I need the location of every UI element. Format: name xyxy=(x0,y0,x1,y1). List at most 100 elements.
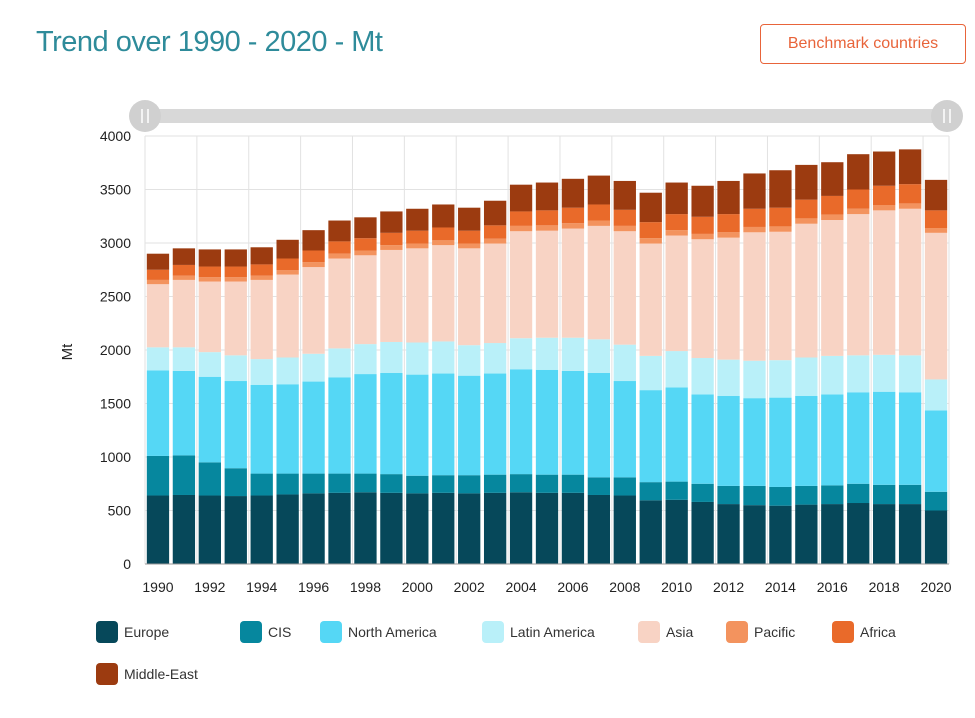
bar-segment-africa[interactable] xyxy=(639,222,662,239)
bar-segment-cis[interactable] xyxy=(432,475,455,493)
bar-segment-europe[interactable] xyxy=(458,493,481,564)
bar-segment-cis[interactable] xyxy=(873,484,896,505)
legend-item-north-america[interactable]: North America xyxy=(320,620,437,644)
slider-handle-start[interactable] xyxy=(129,100,161,132)
bar-segment-pacific[interactable] xyxy=(743,226,766,233)
bar-segment-middle-east[interactable] xyxy=(250,247,273,265)
bar-segment-cis[interactable] xyxy=(172,455,196,495)
bar-segment-cis[interactable] xyxy=(224,468,247,497)
bar-segment-middle-east[interactable] xyxy=(535,182,559,211)
bar-segment-north-america[interactable] xyxy=(821,394,844,486)
bar-segment-africa[interactable] xyxy=(535,210,559,226)
bar-segment-asia[interactable] xyxy=(509,231,533,339)
bar-segment-latin-america[interactable] xyxy=(509,338,533,370)
bar-segment-north-america[interactable] xyxy=(354,374,377,474)
bar-segment-middle-east[interactable] xyxy=(146,253,170,270)
bar-segment-latin-america[interactable] xyxy=(717,359,740,397)
bar-segment-cis[interactable] xyxy=(276,473,299,495)
bar-segment-pacific[interactable] xyxy=(380,245,403,250)
bar-segment-cis[interactable] xyxy=(743,485,766,506)
bar-segment-pacific[interactable] xyxy=(172,275,196,280)
bar-segment-middle-east[interactable] xyxy=(302,230,325,251)
bar-segment-latin-america[interactable] xyxy=(406,342,429,375)
bar-segment-north-america[interactable] xyxy=(898,392,922,485)
bar-segment-north-america[interactable] xyxy=(172,370,196,456)
bar-segment-latin-america[interactable] xyxy=(224,355,247,382)
bar-segment-cis[interactable] xyxy=(302,473,325,494)
bar-segment-asia[interactable] xyxy=(458,248,481,346)
bar-segment-pacific[interactable] xyxy=(198,277,221,282)
bar-segment-pacific[interactable] xyxy=(509,225,533,232)
bar-segment-latin-america[interactable] xyxy=(483,343,507,374)
bar-segment-middle-east[interactable] xyxy=(198,249,221,267)
bar-segment-pacific[interactable] xyxy=(224,277,247,282)
bar-segment-cis[interactable] xyxy=(250,473,273,496)
bar-segment-latin-america[interactable] xyxy=(639,355,662,391)
legend-item-europe[interactable]: Europe xyxy=(96,620,169,644)
bar-segment-africa[interactable] xyxy=(250,264,273,276)
bar-segment-europe[interactable] xyxy=(509,492,533,564)
bar-segment-europe[interactable] xyxy=(302,493,325,564)
bar-segment-asia[interactable] xyxy=(535,230,559,338)
bar-segment-europe[interactable] xyxy=(717,504,740,564)
bar-segment-africa[interactable] xyxy=(561,207,585,224)
bar-segment-asia[interactable] xyxy=(587,225,611,340)
bar-segment-asia[interactable] xyxy=(847,214,870,356)
bar-segment-cis[interactable] xyxy=(587,477,611,495)
bar-segment-cis[interactable] xyxy=(821,485,844,505)
bar-segment-cis[interactable] xyxy=(354,473,377,493)
bar-segment-cis[interactable] xyxy=(328,473,351,493)
legend-item-pacific[interactable]: Pacific xyxy=(726,620,795,644)
bar-segment-north-america[interactable] xyxy=(458,375,481,476)
bar-segment-north-america[interactable] xyxy=(795,396,818,486)
bar-segment-pacific[interactable] xyxy=(795,218,818,224)
legend-item-cis[interactable]: CIS xyxy=(240,620,291,644)
bar-segment-africa[interactable] xyxy=(847,189,870,209)
bar-segment-asia[interactable] xyxy=(198,281,221,353)
bar-segment-asia[interactable] xyxy=(432,245,455,342)
bar-segment-europe[interactable] xyxy=(691,501,714,564)
bar-segment-africa[interactable] xyxy=(276,258,299,271)
bar-segment-pacific[interactable] xyxy=(924,228,948,233)
bar-segment-middle-east[interactable] xyxy=(224,249,247,267)
bar-segment-latin-america[interactable] xyxy=(613,344,636,382)
bar-segment-cis[interactable] xyxy=(613,477,636,496)
bar-segment-africa[interactable] xyxy=(769,207,792,227)
bar-segment-latin-america[interactable] xyxy=(665,351,688,388)
bar-segment-africa[interactable] xyxy=(821,195,844,215)
bar-segment-middle-east[interactable] xyxy=(276,239,299,259)
bar-segment-middle-east[interactable] xyxy=(172,248,196,265)
bar-segment-middle-east[interactable] xyxy=(873,151,896,186)
bar-segment-cis[interactable] xyxy=(691,483,714,502)
bar-segment-north-america[interactable] xyxy=(328,377,351,474)
bar-segment-latin-america[interactable] xyxy=(587,339,611,374)
bar-segment-north-america[interactable] xyxy=(665,387,688,482)
bar-segment-pacific[interactable] xyxy=(587,220,611,226)
bar-segment-latin-america[interactable] xyxy=(924,379,948,411)
bar-segment-middle-east[interactable] xyxy=(613,180,636,210)
bar-segment-north-america[interactable] xyxy=(535,369,559,475)
bar-segment-cis[interactable] xyxy=(380,474,403,493)
bar-segment-africa[interactable] xyxy=(146,269,170,280)
legend-item-middle-east[interactable]: Middle-East xyxy=(96,662,198,686)
bar-segment-cis[interactable] xyxy=(535,474,559,493)
bar-segment-europe[interactable] xyxy=(328,492,351,564)
bar-segment-north-america[interactable] xyxy=(769,397,792,487)
bar-segment-north-america[interactable] xyxy=(224,381,247,469)
bar-segment-asia[interactable] xyxy=(924,232,948,380)
bar-segment-latin-america[interactable] xyxy=(198,352,221,377)
bar-segment-pacific[interactable] xyxy=(535,225,559,231)
bar-segment-europe[interactable] xyxy=(354,492,377,564)
bar-segment-europe[interactable] xyxy=(561,492,585,564)
bar-segment-asia[interactable] xyxy=(873,210,896,355)
bar-segment-cis[interactable] xyxy=(769,486,792,506)
bar-segment-asia[interactable] xyxy=(743,232,766,361)
bar-segment-africa[interactable] xyxy=(406,230,429,244)
bar-segment-asia[interactable] xyxy=(380,249,403,342)
bar-segment-africa[interactable] xyxy=(302,250,325,263)
bar-segment-asia[interactable] xyxy=(224,281,247,356)
bar-segment-cis[interactable] xyxy=(483,474,507,493)
bar-segment-asia[interactable] xyxy=(717,237,740,360)
bar-segment-latin-america[interactable] xyxy=(898,355,922,393)
bar-segment-europe[interactable] xyxy=(483,492,507,564)
